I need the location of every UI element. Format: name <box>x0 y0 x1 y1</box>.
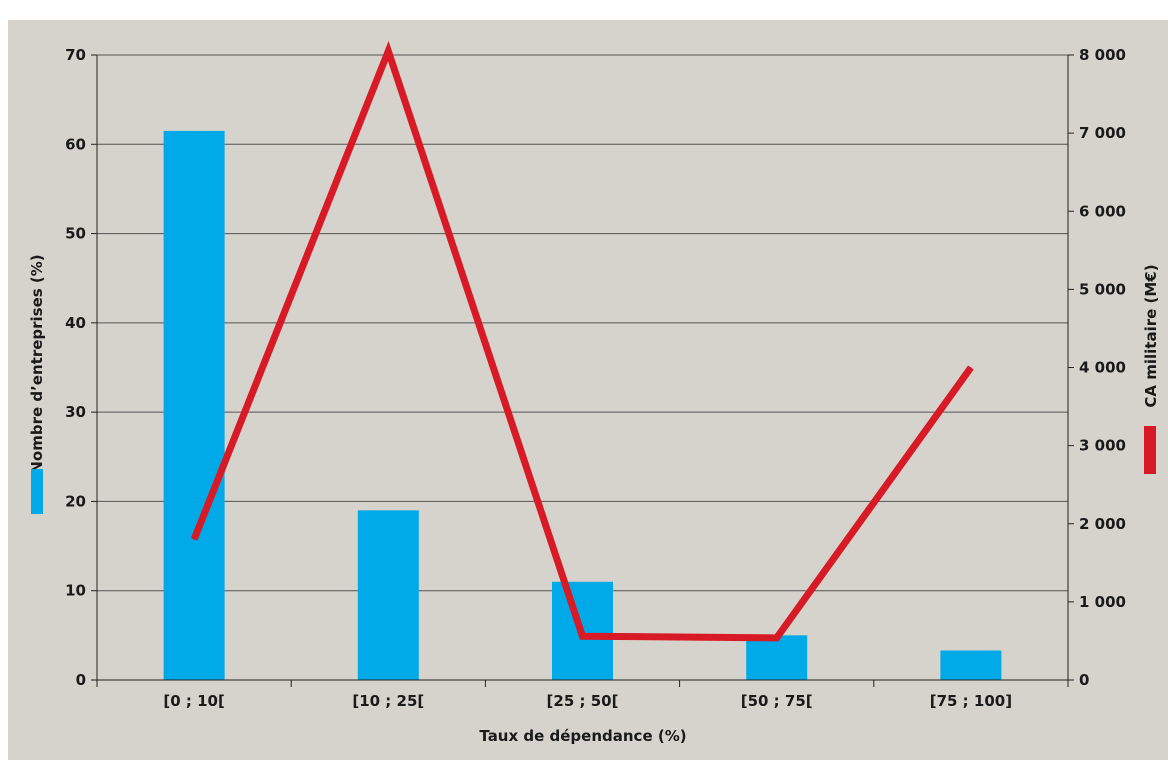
x-tick-label: [75 ; 100] <box>930 692 1012 710</box>
y2-tick-label: 1 000 <box>1079 593 1126 611</box>
bar-legend-swatch <box>31 469 43 514</box>
y-tick-label: 60 <box>65 135 86 153</box>
y2-tick-label: 3 000 <box>1079 437 1126 455</box>
bar <box>940 650 1002 680</box>
y-axis-title: Nombre d’entreprises (%) <box>28 254 46 473</box>
y2-tick-label: 6 000 <box>1079 202 1126 220</box>
gridlines <box>97 54 1068 592</box>
bar <box>357 510 419 680</box>
x-axis-title: Taux de dépendance (%) <box>479 727 686 745</box>
y2-tick-label: 8 000 <box>1079 46 1126 64</box>
y-tick-label: 70 <box>65 46 86 64</box>
line-point <box>776 637 778 639</box>
y-tick-label: 40 <box>65 314 86 332</box>
y2-axis-title: CA militaire (M€) <box>1142 264 1160 407</box>
series-line <box>190 40 974 642</box>
y-tick-label: 0 <box>76 671 86 689</box>
line-point <box>970 367 972 368</box>
y2-tick-label: 4 000 <box>1079 359 1126 377</box>
bar-series <box>163 130 1002 681</box>
line-series <box>190 40 974 642</box>
y2-tick-label: 5 000 <box>1079 280 1126 298</box>
line-point <box>193 538 195 540</box>
x-tick-label: [50 ; 75[ <box>741 692 813 710</box>
y-tick-label: 30 <box>65 403 86 421</box>
y2-tick-label: 0 <box>1079 671 1089 689</box>
bar <box>163 130 225 681</box>
x-axis-ticks: [0 ; 10[ [10 ; 25[ [25 ; 50[ [50 ; 75[ [75 ;… <box>96 680 1069 710</box>
y2-tick-label: 7 000 <box>1079 124 1126 142</box>
line-point <box>387 50 389 52</box>
y-tick-label: 50 <box>65 225 86 243</box>
x-tick-label: [0 ; 10[ <box>163 692 224 710</box>
right-axis-ticks: 0 1 000 2 000 3 000 4 000 5 000 6 000 7 000 8 00… <box>1068 46 1126 689</box>
y2-tick-label: 2 000 <box>1079 515 1126 533</box>
x-tick-label: [25 ; 50[ <box>547 692 619 710</box>
y-tick-label: 20 <box>65 492 86 510</box>
bar <box>746 635 808 680</box>
line-legend-swatch <box>1144 426 1156 474</box>
x-tick-label: [10 ; 25[ <box>352 692 424 710</box>
y-tick-label: 10 <box>65 582 86 600</box>
line-point <box>582 635 583 637</box>
left-axis-ticks: 0 10 20 30 40 50 60 70 <box>65 46 97 689</box>
